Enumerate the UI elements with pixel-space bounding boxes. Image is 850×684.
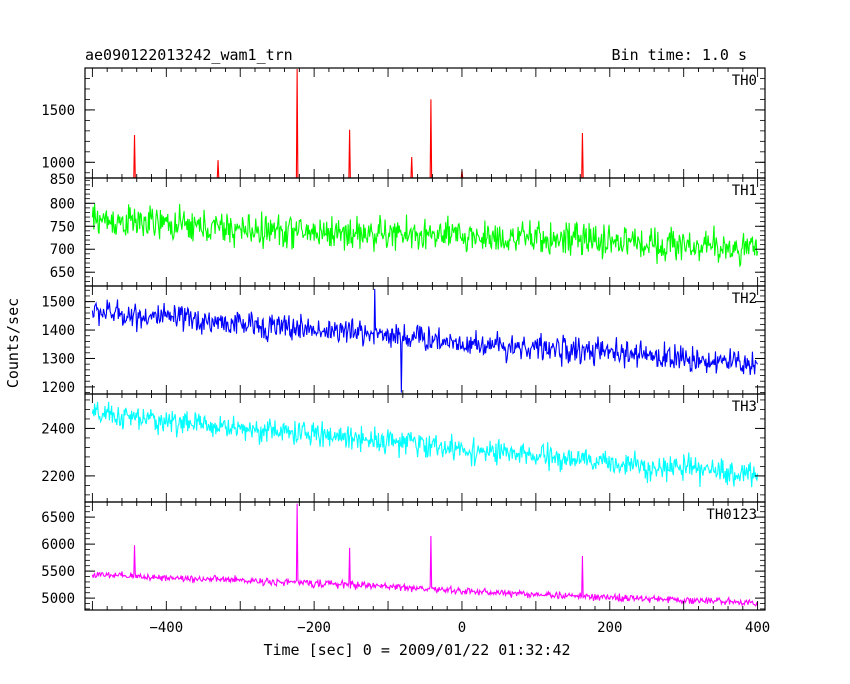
panel-label-th3: TH3 [732,399,757,415]
y-tick-label: 800 [50,196,75,212]
y-tick-label: 1200 [41,380,75,396]
y-tick-label: 6500 [41,510,75,526]
x-tick-label: 400 [745,620,770,636]
x-tick-label: −400 [149,620,183,636]
x-axis-label: Time [sec] 0 = 2009/01/22 01:32:42 [263,641,570,659]
x-tick-label: 200 [597,620,622,636]
y-tick-label: 1000 [41,155,75,171]
observation-title: ae090122013242_wam1_trn [85,46,293,64]
panel-frame-th0 [84,67,766,179]
panel-label-th0: TH0 [732,73,757,89]
y-tick-label: 6000 [41,537,75,553]
y-axis-label: Counts/sec [4,298,22,388]
x-tick-label: −200 [297,620,331,636]
y-tick-label: 2200 [41,469,75,485]
curve-th3 [91,401,759,488]
y-tick-label: 1300 [41,351,75,367]
curve-th0123 [91,503,759,607]
panels-group: TH0 1000 1500 850 TH1 650 700 750 800 TH2 1200 1300… [41,67,770,636]
y-tick-label: 650 [50,265,75,281]
curve-th1 [91,203,759,268]
panel-label-th2: TH2 [732,291,757,307]
y-tick-label: 1500 [41,295,75,311]
panel-label-th1: TH1 [732,183,757,199]
y-tick-label: 1400 [41,323,75,339]
y-tick-label: 700 [50,242,75,258]
y-tick-label: 5500 [41,564,75,580]
y-tick-label: 5000 [41,591,75,607]
y-tick-label: 1500 [41,103,75,119]
y-tick-label-extra: 850 [50,172,75,188]
curve-th2 [91,288,759,393]
bin-time-label: Bin time: 1.0 s [612,46,747,64]
x-tick-label: 0 [458,620,466,636]
panel-label-th0123: TH0123 [706,507,757,523]
curve-th0 [92,69,758,179]
panel-frame-th0123 [84,501,766,611]
y-tick-label: 750 [50,219,75,235]
y-tick-label: 2400 [41,421,75,437]
